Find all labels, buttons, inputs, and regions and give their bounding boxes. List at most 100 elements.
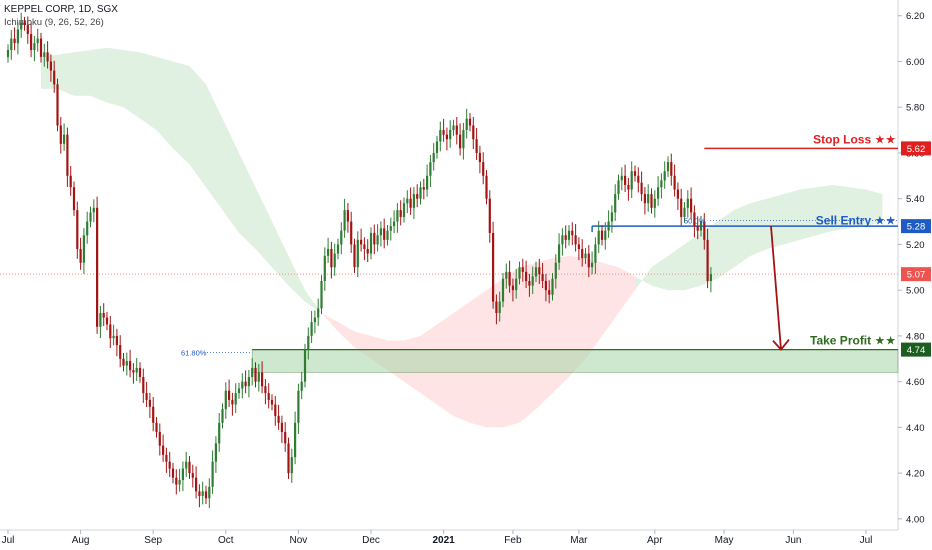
candle-down: [39, 38, 43, 57]
candle-up: [567, 230, 571, 240]
cloud-segment-bearish: [321, 313, 338, 332]
candle-down: [228, 390, 231, 400]
cloud-segment-bearish: [602, 262, 619, 336]
candle-up: [412, 194, 415, 208]
candle-up: [307, 335, 310, 350]
candle-up: [178, 479, 181, 485]
candle-down: [624, 175, 627, 185]
candle-down: [637, 175, 640, 183]
candle-down: [525, 271, 528, 282]
candle-down: [363, 244, 366, 249]
candle-down: [30, 34, 33, 51]
candle-down: [79, 248, 82, 263]
cloud-segment-bearish: [338, 322, 355, 348]
candle-down: [399, 210, 402, 217]
candle-up: [336, 244, 340, 254]
cloud-segment-bullish: [288, 255, 305, 302]
candle-up: [518, 267, 521, 279]
candle-up: [16, 29, 19, 44]
candle-up: [6, 50, 10, 57]
candle-down: [544, 281, 547, 291]
price-tick-label: 5.40: [906, 194, 925, 205]
time-tick-label: Feb: [504, 535, 522, 546]
candle-down: [244, 381, 247, 387]
candle-up: [43, 52, 46, 57]
candle-up: [666, 162, 670, 172]
candle-down: [571, 230, 574, 236]
cloud-segment-bullish: [173, 61, 190, 165]
candle-down: [66, 134, 69, 176]
candle-up: [558, 244, 561, 263]
candle-up: [465, 118, 468, 131]
candle-up: [432, 152, 435, 163]
candle-down: [102, 313, 105, 318]
time-axis[interactable]: Jul Aug Sep Oct Nov Dec 2021 Feb Mar Apr May Jun Jul: [2, 530, 873, 546]
candle-down: [511, 285, 514, 291]
candle-down: [105, 317, 109, 325]
candle-up: [657, 187, 660, 199]
candle-up: [534, 267, 538, 277]
cloud-segment-bullish: [849, 187, 866, 229]
candle-down: [204, 491, 208, 499]
candle-down: [231, 399, 234, 405]
candle-down: [577, 244, 580, 249]
candle-up: [218, 422, 221, 444]
candle-up: [699, 221, 703, 231]
cloud-segment-bullish: [800, 187, 817, 240]
candle-down: [360, 239, 363, 245]
candle-up: [402, 203, 406, 217]
candle-down: [122, 358, 125, 366]
cloud-segment-bullish: [767, 194, 784, 249]
candle-up: [86, 221, 89, 236]
candle-up: [597, 230, 600, 245]
candle-up: [554, 262, 557, 279]
candle-down: [673, 175, 676, 190]
cloud-segment-bullish: [783, 189, 800, 245]
candle-up: [376, 235, 379, 245]
candle-up: [617, 180, 620, 195]
cloud-segment-bullish: [222, 118, 239, 233]
time-tick-label: Mar: [570, 535, 588, 546]
level-labels: 50.0% 61.80% Stop Loss ★★ Sell Entry ★★ Take…: [181, 132, 931, 358]
candle-up: [709, 274, 712, 282]
chart-grid: [0, 0, 899, 531]
cloud-segment-bullish: [156, 56, 173, 149]
candle-up: [369, 232, 373, 254]
candle-down: [171, 468, 175, 478]
candle-down: [574, 235, 577, 245]
candle-up: [340, 230, 343, 245]
candle-up: [660, 180, 663, 188]
candlesticks: [6, 12, 712, 509]
cloud-segment-bullish: [816, 184, 833, 236]
stop-loss-badge: [901, 141, 931, 156]
sell-entry-badge: [901, 219, 931, 234]
candle-up: [396, 210, 399, 222]
candle-down: [46, 52, 49, 62]
arrow-shaft: [770, 226, 782, 350]
candle-down: [703, 221, 706, 240]
candle-down: [346, 210, 349, 222]
take-profit-box: [251, 349, 899, 373]
candle-down: [528, 281, 531, 286]
candle-up: [356, 239, 359, 268]
candle-down: [155, 422, 158, 432]
candle-up: [10, 38, 13, 51]
candle-up: [294, 422, 297, 458]
candle-up: [686, 198, 689, 208]
price-axis[interactable]: 6.206.005.805.605.405.205.004.804.604.40…: [898, 11, 925, 525]
last-price-badge-text: 5.07: [907, 270, 926, 281]
price-tick-label: 5.00: [906, 286, 925, 297]
candle-up: [33, 43, 36, 51]
cloud-segment-bearish: [569, 255, 586, 378]
candle-down: [696, 226, 699, 231]
cloud-segment-bullish: [123, 50, 140, 119]
candle-down: [538, 267, 541, 275]
candle-up: [429, 162, 432, 176]
cloud-segment-bearish: [536, 258, 553, 410]
candle-up: [300, 381, 303, 391]
candle-down: [72, 187, 76, 211]
candle-up: [584, 253, 587, 259]
price-tick-label: 4.00: [906, 514, 925, 525]
candle-down: [706, 239, 709, 282]
